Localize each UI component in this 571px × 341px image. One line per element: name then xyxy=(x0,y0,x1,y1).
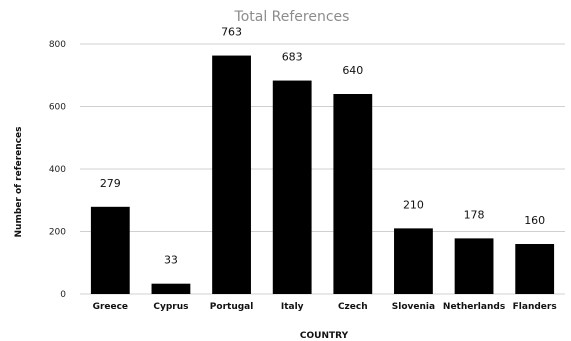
bar-greece xyxy=(90,206,130,294)
y-tick-labels: 0 200 400 600 800 xyxy=(49,40,66,300)
bar-cyprus xyxy=(151,283,191,294)
data-label: 640 xyxy=(342,64,363,77)
data-label: 279 xyxy=(100,177,121,190)
y-axis-label: Number of references xyxy=(14,127,24,238)
x-tick-label: Greece xyxy=(93,302,128,312)
x-tick-label: Italy xyxy=(281,302,304,312)
data-label: 160 xyxy=(524,214,545,227)
bar-netherlands xyxy=(454,238,494,294)
bar-flanders xyxy=(515,244,555,294)
y-tick-label: 600 xyxy=(49,103,66,113)
data-label: 763 xyxy=(221,26,242,39)
x-axis-label: COUNTRY xyxy=(300,331,349,341)
y-tick-label: 400 xyxy=(49,165,66,175)
y-tick-label: 200 xyxy=(49,228,66,238)
x-tick-label: Netherlands xyxy=(443,302,505,312)
bar-italy xyxy=(272,80,312,294)
x-tick-label: Flanders xyxy=(513,302,557,312)
bar-slovenia xyxy=(394,228,433,294)
chart-title: Total References xyxy=(234,9,350,25)
data-label: 178 xyxy=(464,208,485,221)
x-tick-label: Portugal xyxy=(210,302,254,312)
category-labels: Greece Cyprus Portugal Italy Czech Slovenia Ne… xyxy=(93,302,557,312)
data-label: 210 xyxy=(403,198,424,211)
x-tick-label: Slovenia xyxy=(392,302,435,312)
x-tick-label: Czech xyxy=(338,302,368,312)
y-tick-label: 0 xyxy=(60,290,66,300)
bar-portugal xyxy=(212,55,251,294)
bars xyxy=(90,55,555,294)
data-labels: 279 33 763 683 640 210 178 160 xyxy=(100,26,545,267)
x-tick-label: Cyprus xyxy=(153,302,188,312)
data-label: 683 xyxy=(282,51,303,64)
y-tick-label: 800 xyxy=(49,40,66,50)
data-label: 33 xyxy=(164,254,178,267)
bar-czech xyxy=(333,94,373,294)
